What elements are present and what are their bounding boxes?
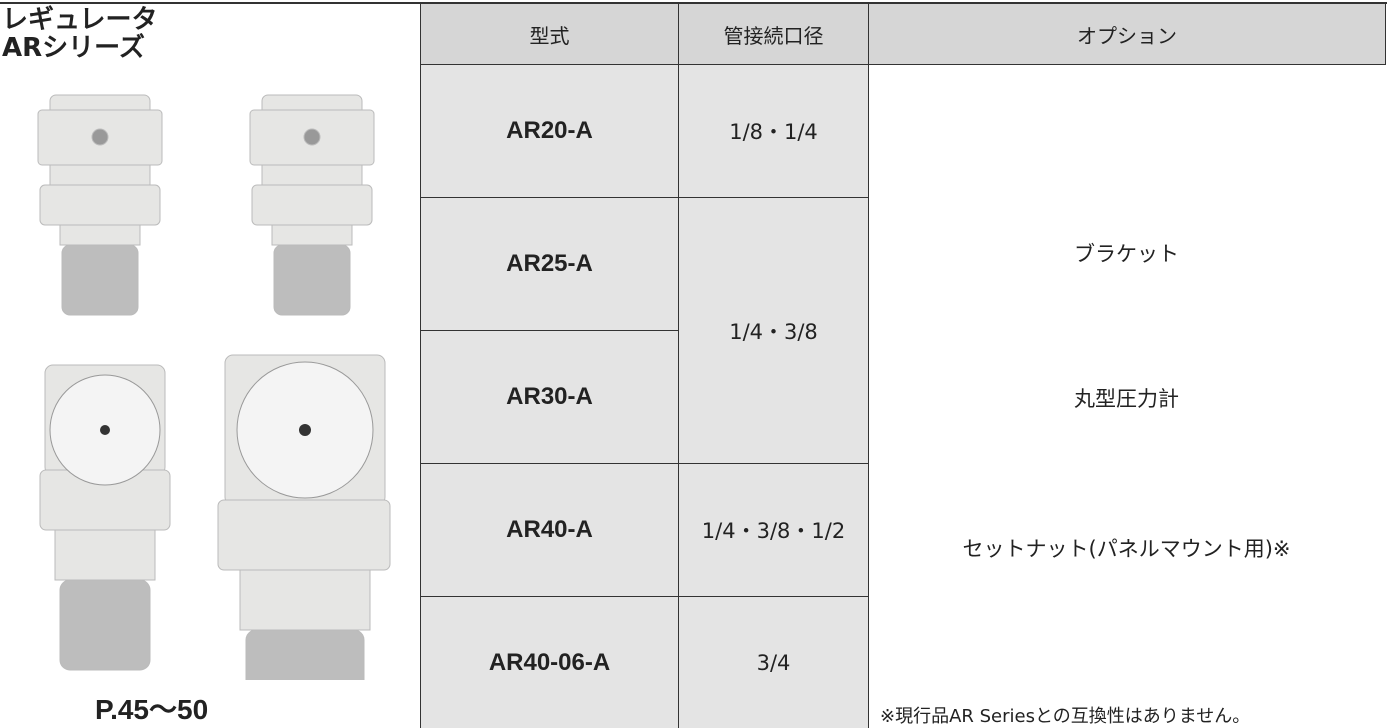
option: 丸型圧力計 — [1074, 387, 1179, 411]
header-cell: オプション — [869, 4, 1386, 65]
port-cell: 3/4 — [679, 597, 869, 728]
top-rule — [0, 2, 1387, 4]
model-cell: AR20-A — [421, 65, 679, 198]
port-cell: 1/4・3/8 — [679, 198, 869, 464]
model-cell: AR40-06-A — [421, 597, 679, 728]
header-cell: 管接続口径 — [679, 4, 869, 65]
port-cell: 1/8・1/4 — [679, 65, 869, 198]
option: ブラケット — [1074, 242, 1179, 266]
model-cell: AR25-A — [421, 198, 679, 331]
title-line: ARシリーズ — [2, 33, 145, 63]
product-images — [37, 94, 391, 680]
footnote: ※現行品AR Seriesとの互換性はありません。 — [880, 706, 1251, 727]
series-title: レギュレータ ARシリーズ — [2, 6, 157, 62]
header-cell: 型式 — [421, 4, 679, 65]
model-cell: AR40-A — [421, 464, 679, 597]
page-ref: P.45〜50 — [95, 694, 209, 725]
table: 型式 管接続口径 オプション AR20-A AR25-A AR30-A AR40… — [420, 4, 1386, 728]
option: セットナット(パネルマウント用)※ — [962, 537, 1291, 561]
model-cell: AR30-A — [421, 331, 679, 464]
title-line: レギュレータ — [2, 5, 158, 35]
port-cell: 1/4・3/8・1/2 — [679, 464, 869, 597]
